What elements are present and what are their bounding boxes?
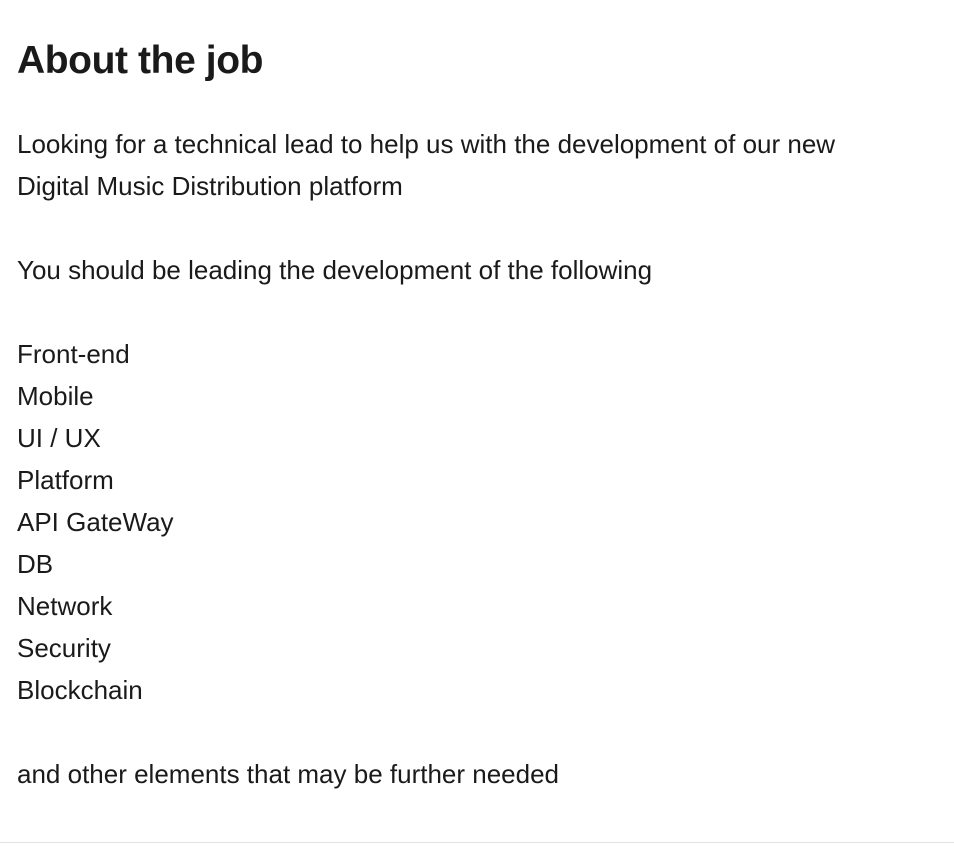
paragraph-gap bbox=[17, 711, 947, 753]
job-description: Looking for a technical lead to help us … bbox=[17, 123, 947, 795]
intro-text-line-1: Looking for a technical lead to help us … bbox=[17, 129, 836, 159]
list-item: Mobile bbox=[17, 381, 94, 411]
section-divider bbox=[0, 842, 954, 843]
list-item: API GateWay bbox=[17, 507, 174, 537]
list-item: Blockchain bbox=[17, 675, 143, 705]
closing-sentence: and other elements that may be further n… bbox=[17, 759, 560, 789]
intro-text-line-2: Digital Music Distribution platform bbox=[17, 171, 403, 201]
list-item: Platform bbox=[17, 465, 114, 495]
list-item: Front-end bbox=[17, 339, 130, 369]
paragraph-gap bbox=[17, 207, 947, 249]
lead-sentence: You should be leading the development of… bbox=[17, 255, 653, 285]
section-heading: About the job bbox=[17, 39, 264, 82]
responsibility-list: Front-end Mobile UI / UX Platform API Ga… bbox=[17, 333, 947, 711]
list-item: UI / UX bbox=[17, 423, 101, 453]
list-item: Network bbox=[17, 591, 113, 621]
paragraph-gap bbox=[17, 291, 947, 333]
list-item: DB bbox=[17, 549, 54, 579]
list-item: Security bbox=[17, 633, 111, 663]
